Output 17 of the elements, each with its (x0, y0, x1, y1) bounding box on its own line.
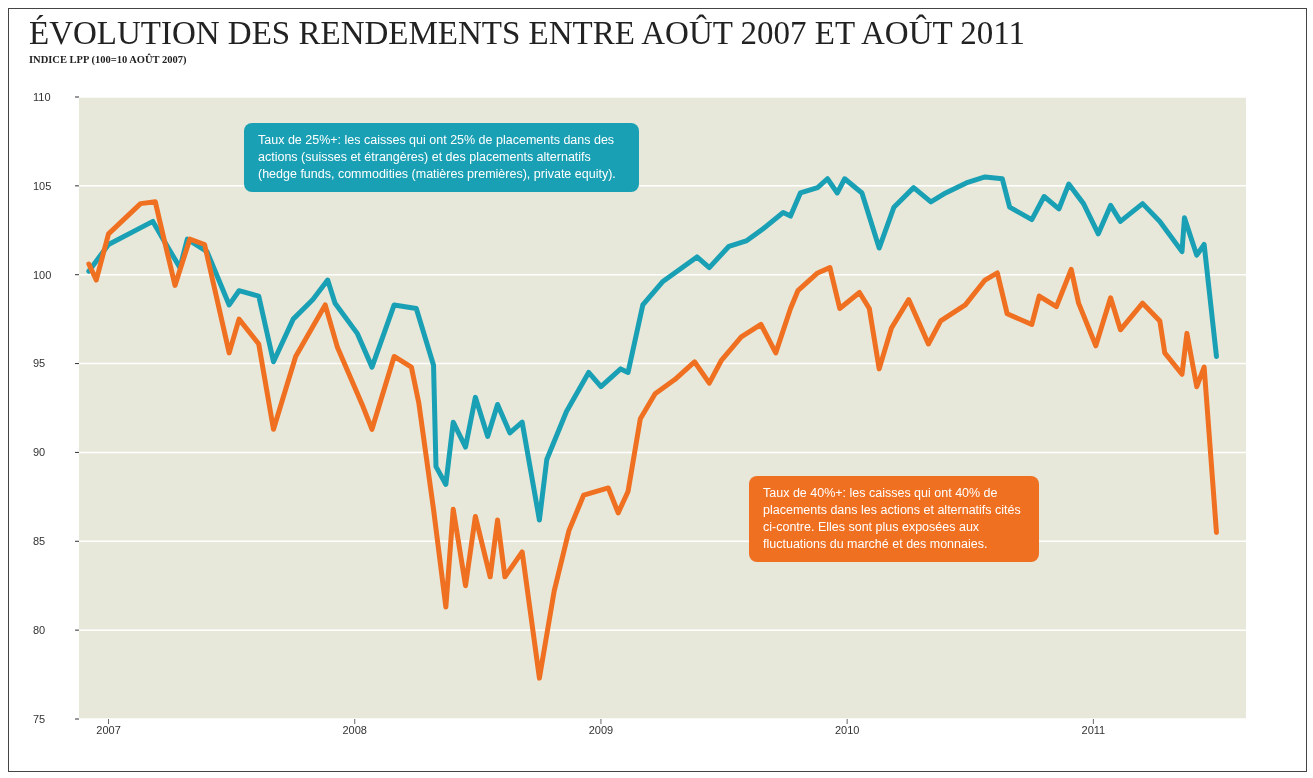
x-tick-label: 2007 (96, 723, 121, 736)
y-tick-label: 75 (33, 712, 46, 725)
y-tick-label: 85 (33, 535, 46, 548)
x-tick-label: 2011 (1081, 723, 1106, 736)
chart-title: ÉVOLUTION DES RENDEMENTS ENTRE AOÛT 2007 ET AOÛT 2011 (29, 15, 1026, 52)
x-tick-label: 2008 (342, 723, 367, 736)
y-tick-label: 80 (33, 624, 46, 637)
annotation: Taux de 40%+: les caisses qui ont 40% de placements dans les actions et alternatifs cités ci-contre. Elles sont plus exposées aux fluctuations du marché et des monnaies. (749, 476, 1039, 562)
y-tick-label: 100 (33, 268, 52, 281)
x-tick-label: 2009 (588, 723, 614, 736)
chart-subtitle: INDICE LPP (100=10 AOÛT 2007) (29, 54, 187, 65)
y-tick-label: 90 (33, 446, 46, 459)
y-tick-label: 95 (33, 357, 46, 370)
annotation: Taux de 25%+: les caisses qui ont 25% de placements dans des actions (suisses et étrangères) et des placements alternatifs (hedge funds, commodities (matières premières), private equity). (244, 123, 639, 192)
y-tick-label: 105 (33, 179, 52, 192)
x-tick-label: 2010 (834, 723, 860, 736)
y-tick-label: 110 (33, 90, 51, 103)
